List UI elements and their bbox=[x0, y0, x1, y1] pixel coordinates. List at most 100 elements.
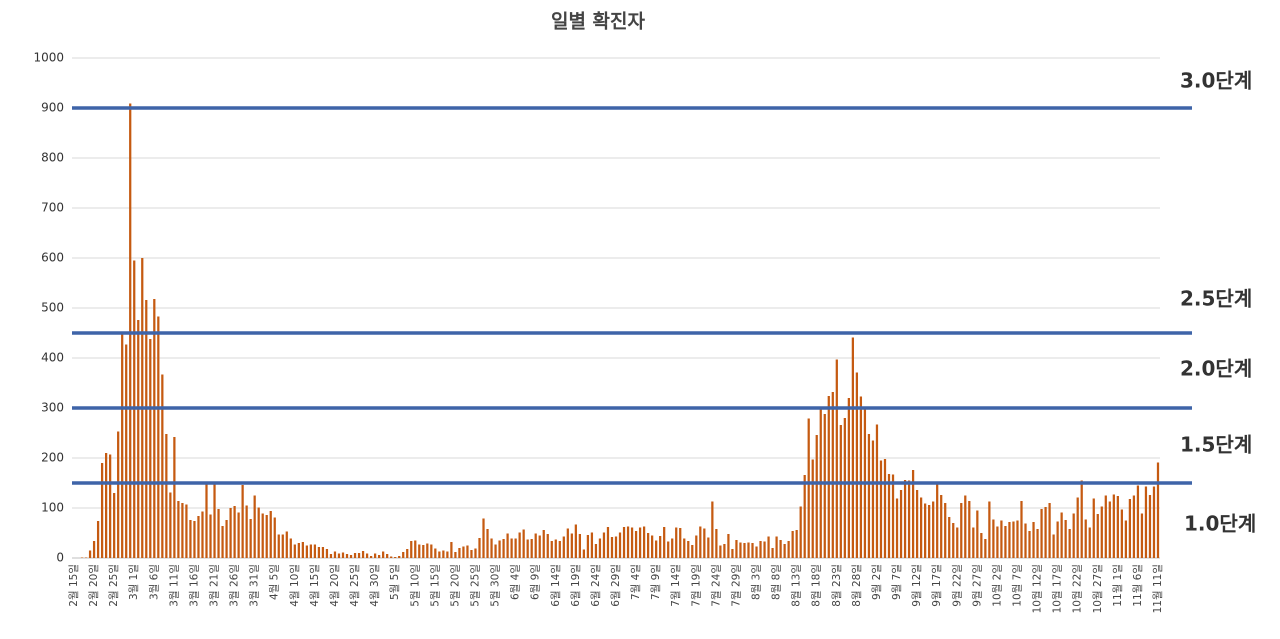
x-tick-label: 6월 24일 bbox=[589, 564, 602, 607]
bar bbox=[1020, 501, 1023, 558]
x-tick-label: 10월 12일 bbox=[1031, 564, 1044, 613]
x-tick-label: 9월 27일 bbox=[970, 564, 983, 607]
y-tick-label: 500 bbox=[41, 301, 64, 315]
bar bbox=[109, 454, 112, 558]
bar bbox=[470, 550, 473, 558]
bar bbox=[980, 533, 983, 558]
bar bbox=[566, 528, 569, 558]
bar bbox=[867, 434, 871, 558]
bar bbox=[337, 553, 341, 558]
bar bbox=[466, 545, 469, 558]
bar bbox=[530, 539, 533, 558]
x-tick-label: 6월 4일 bbox=[509, 564, 522, 600]
bar bbox=[960, 503, 963, 558]
x-tick-label: 9월 7일 bbox=[890, 564, 903, 600]
bar bbox=[458, 548, 461, 558]
bar bbox=[438, 551, 441, 558]
bar bbox=[422, 545, 425, 558]
bar bbox=[928, 505, 931, 558]
bar bbox=[936, 481, 939, 558]
bar bbox=[506, 533, 509, 558]
bar bbox=[1148, 495, 1152, 558]
bar bbox=[691, 545, 694, 558]
bar bbox=[807, 418, 810, 558]
y-tick-label: 700 bbox=[41, 201, 64, 215]
bar bbox=[747, 542, 750, 558]
x-tick-label: 5월 25일 bbox=[468, 564, 481, 607]
x-tick-label: 10월 27일 bbox=[1091, 564, 1104, 613]
bar bbox=[663, 527, 666, 558]
bar bbox=[213, 484, 216, 558]
stage-label: 1.5단계 bbox=[1180, 433, 1252, 457]
x-tick-label: 9월 17일 bbox=[930, 564, 943, 607]
bar bbox=[976, 510, 979, 558]
bar bbox=[626, 526, 630, 558]
bar bbox=[735, 540, 738, 558]
bar bbox=[169, 492, 172, 558]
bar bbox=[502, 539, 505, 558]
bar bbox=[1072, 513, 1075, 558]
bar bbox=[755, 546, 758, 558]
bar bbox=[434, 548, 437, 558]
bar bbox=[992, 519, 995, 558]
bar bbox=[783, 544, 786, 558]
bar bbox=[823, 414, 826, 558]
x-tick-label: 11월 6일 bbox=[1131, 564, 1144, 607]
x-tick-label: 2월 15일 bbox=[67, 564, 80, 607]
bar bbox=[659, 536, 662, 558]
bar bbox=[1120, 509, 1123, 558]
bar bbox=[803, 475, 806, 558]
bar bbox=[301, 542, 304, 558]
bar bbox=[454, 552, 457, 558]
bar bbox=[329, 554, 333, 558]
bar bbox=[1108, 501, 1111, 558]
bar bbox=[225, 520, 228, 558]
bar bbox=[618, 532, 622, 558]
x-tick-label: 8월 23일 bbox=[830, 564, 843, 607]
bar bbox=[956, 527, 959, 558]
bar bbox=[414, 540, 417, 558]
bar bbox=[121, 333, 124, 558]
bar bbox=[193, 521, 196, 558]
bar bbox=[1128, 499, 1132, 558]
bar bbox=[554, 539, 557, 558]
x-tick-label: 6월 29일 bbox=[609, 564, 622, 607]
bar bbox=[1088, 527, 1091, 558]
x-tick-label: 4월 10일 bbox=[288, 564, 301, 607]
bar bbox=[695, 535, 698, 558]
bar bbox=[100, 463, 104, 558]
bar bbox=[727, 534, 730, 558]
bar bbox=[711, 501, 714, 558]
bar bbox=[105, 453, 108, 558]
bar bbox=[948, 517, 951, 558]
bar bbox=[1004, 526, 1007, 558]
x-tick-label: 8월 8일 bbox=[770, 564, 783, 600]
x-tick-label: 8월 13일 bbox=[790, 564, 803, 607]
y-tick-label: 200 bbox=[41, 451, 64, 465]
bar bbox=[719, 545, 722, 558]
bar bbox=[313, 544, 317, 558]
bar bbox=[831, 392, 834, 558]
bar bbox=[1064, 520, 1067, 558]
bar bbox=[129, 103, 132, 558]
bar bbox=[257, 507, 260, 558]
bar bbox=[189, 520, 192, 558]
bar bbox=[675, 527, 678, 558]
bar bbox=[606, 527, 610, 558]
bar bbox=[125, 344, 128, 558]
x-tick-label: 10월 7일 bbox=[1010, 564, 1023, 607]
bar bbox=[622, 527, 626, 558]
bar bbox=[679, 528, 682, 558]
bar bbox=[1104, 495, 1107, 558]
bar bbox=[233, 506, 236, 558]
x-tick-label: 6월 14일 bbox=[549, 564, 562, 607]
bar bbox=[153, 299, 156, 558]
bar bbox=[1100, 506, 1103, 558]
bar bbox=[739, 542, 742, 558]
bar bbox=[237, 512, 240, 558]
bar bbox=[574, 524, 577, 558]
bar bbox=[157, 316, 160, 558]
bar bbox=[410, 541, 413, 558]
x-tick-label: 9월 22일 bbox=[950, 564, 963, 607]
